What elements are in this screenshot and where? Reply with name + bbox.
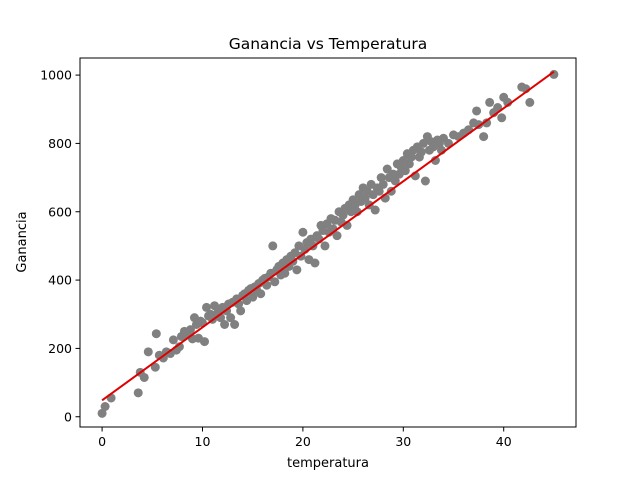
fit-line (101, 70, 555, 402)
data-point (202, 302, 212, 312)
data-point (292, 265, 302, 275)
data-point (472, 106, 482, 116)
data-point (482, 118, 492, 128)
points-layer (97, 69, 559, 418)
data-point (270, 277, 280, 287)
y-axis: 0 200 400 600 800 1000 (40, 68, 80, 424)
data-point (416, 147, 426, 157)
data-point (376, 173, 386, 183)
data-point (168, 335, 178, 345)
data-point (280, 268, 290, 278)
data-point (525, 97, 535, 107)
data-point (236, 306, 246, 316)
data-point (248, 292, 258, 302)
y-axis-label: Ganancia (15, 211, 30, 272)
plot-frame (79, 57, 577, 428)
fit-layer (101, 70, 555, 402)
data-point (382, 164, 392, 174)
data-point (139, 372, 149, 382)
data-point (338, 210, 348, 220)
y-tick-label: 600 (48, 204, 72, 219)
data-point (310, 258, 320, 268)
data-point (174, 342, 184, 352)
data-point (420, 176, 430, 186)
y-tick-label: 800 (48, 136, 72, 151)
x-tick-label: 40 (496, 434, 512, 449)
data-point (370, 205, 380, 215)
data-point (400, 166, 410, 176)
data-point (100, 402, 110, 411)
data-point (220, 320, 230, 329)
x-tick-label: 30 (395, 434, 411, 449)
data-point (418, 138, 428, 148)
y-tick-label: 1000 (40, 68, 72, 83)
x-axis: 0 10 20 30 40 (98, 427, 512, 449)
data-point (406, 152, 416, 162)
x-tick-label: 20 (295, 434, 311, 449)
x-tick-label: 10 (195, 434, 211, 449)
data-point (133, 388, 143, 398)
y-tick-label: 200 (48, 341, 72, 356)
data-point (360, 193, 370, 203)
data-point (374, 186, 384, 196)
data-point (497, 113, 507, 123)
chart-title: Ganancia vs Temperatura (229, 35, 428, 53)
data-point (185, 325, 195, 335)
data-point (320, 241, 330, 251)
data-point (143, 347, 153, 357)
data-point (226, 313, 236, 323)
data-point (256, 289, 266, 299)
data-point (430, 156, 440, 165)
data-point (390, 176, 400, 186)
x-axis-label: temperatura (287, 456, 369, 471)
data-point (268, 241, 278, 251)
data-point (298, 227, 308, 237)
y-tick-label: 0 (64, 409, 72, 424)
data-point (97, 408, 107, 418)
data-point (200, 337, 209, 347)
x-tick-label: 0 (98, 434, 106, 449)
data-point (378, 179, 388, 189)
data-point (404, 159, 414, 169)
data-point (479, 132, 489, 142)
data-point (230, 320, 240, 329)
data-point (151, 329, 161, 339)
data-point (485, 97, 495, 107)
data-point (332, 231, 342, 241)
data-point (150, 362, 160, 372)
y-tick-label: 400 (48, 273, 72, 288)
